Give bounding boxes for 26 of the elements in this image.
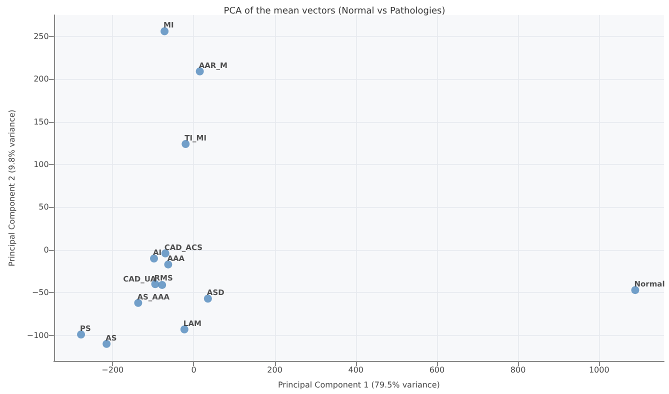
y-tick-label: −100 xyxy=(26,330,49,340)
point xyxy=(631,286,640,294)
x-axis-title: Principal Component 1 (79.5% variance) xyxy=(278,380,440,390)
x-tick-label: 1000 xyxy=(588,366,610,374)
x-tick-label: 200 xyxy=(267,366,282,374)
y-tick-label: −50 xyxy=(32,288,49,298)
x-tick-label: 0 xyxy=(191,366,196,374)
y-tick-label: 100 xyxy=(34,160,49,170)
y-axis-title: Principal Component 2 (9.8% variance) xyxy=(8,110,16,266)
x-tick-label: 400 xyxy=(348,366,364,374)
x-tick-label: 600 xyxy=(429,366,445,374)
y-tick-label: 0 xyxy=(44,245,49,254)
y-tick-label: 50 xyxy=(38,202,49,212)
x-tick-label: 800 xyxy=(510,366,526,374)
y-tick-label: 250 xyxy=(34,32,49,41)
point xyxy=(204,294,212,303)
chart-title: PCA of the mean vectors (Normal vs Pathologies) xyxy=(224,6,446,16)
point xyxy=(150,254,158,262)
point xyxy=(77,330,86,339)
point xyxy=(160,27,169,36)
point xyxy=(180,325,188,334)
point xyxy=(158,280,166,289)
y-tick-label: 200 xyxy=(34,74,49,84)
x-tick-label: −200 xyxy=(102,366,124,374)
y-tick-label: 150 xyxy=(34,117,49,126)
point xyxy=(164,260,172,268)
